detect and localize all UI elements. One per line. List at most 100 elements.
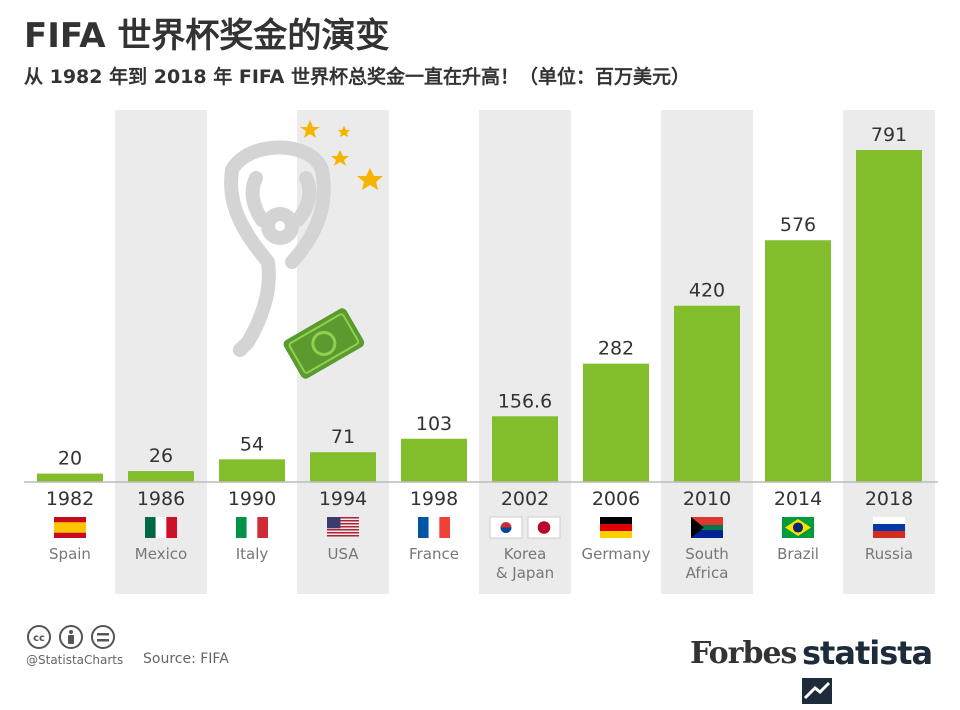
x-tick-label: 1994	[319, 488, 367, 510]
flag-part	[600, 531, 632, 538]
flag-part	[691, 517, 704, 538]
flag-br-icon	[782, 517, 814, 538]
flag-es-icon	[54, 517, 86, 538]
bar-value-label: 103	[416, 413, 452, 435]
x-tick-label: 1982	[46, 488, 94, 510]
bar-value-label: 420	[689, 280, 725, 302]
bar-value-label: 54	[240, 433, 264, 455]
cc-icon: cc	[27, 625, 51, 649]
flag-part	[327, 517, 359, 519]
money-icon	[283, 308, 365, 379]
footer-handle: @StatistaCharts	[26, 653, 124, 667]
country-label: Korea	[504, 545, 547, 563]
bar-1990	[219, 459, 285, 482]
flag-part	[691, 517, 723, 528]
bar-1994	[310, 452, 376, 482]
column-bands	[115, 110, 935, 594]
flag-part	[155, 517, 167, 538]
x-tick-label: 1990	[228, 488, 276, 510]
country-label: USA	[327, 545, 359, 563]
chart-title: FIFA 世界杯奖金的演变	[24, 16, 390, 56]
x-tick-label: 2006	[592, 488, 640, 510]
bar-2002	[492, 416, 558, 482]
svg-text:cc: cc	[33, 633, 45, 644]
x-tick-label: 2002	[501, 488, 549, 510]
x-tick-label: 2014	[774, 488, 822, 510]
country-label: Italy	[236, 545, 269, 563]
person-icon	[59, 625, 83, 649]
flag-part	[527, 516, 561, 539]
flag-part	[327, 529, 359, 531]
column-band	[479, 110, 571, 594]
bars-group: 20 26 54 71 103 156.6 282 420 576 791	[37, 124, 922, 482]
bar-1986	[128, 471, 194, 482]
column-band	[115, 110, 207, 594]
flag-ru-icon	[873, 517, 905, 538]
flag-fr-icon	[418, 517, 450, 538]
flag-part	[500, 527, 512, 533]
footer-source: Source: FIFA	[143, 651, 229, 667]
x-tick-label: 1998	[410, 488, 458, 510]
flag-part	[327, 520, 359, 522]
bar-2006	[583, 363, 649, 482]
flag-part	[327, 517, 341, 529]
flag-part	[537, 521, 551, 534]
flag-part	[600, 517, 632, 524]
flag-part	[489, 516, 523, 539]
flag-jp-icon	[527, 516, 561, 539]
bar-2010	[674, 305, 740, 482]
equals-icon	[91, 625, 115, 649]
flag-it-icon	[236, 517, 268, 538]
flag-part	[327, 523, 359, 525]
flag-mx-icon	[145, 517, 177, 538]
flag-part	[873, 517, 905, 524]
flag-part	[327, 526, 359, 528]
flag-part	[873, 531, 905, 538]
flag-part	[246, 517, 258, 538]
bar-2014	[765, 240, 831, 482]
bar-value-label: 20	[58, 448, 82, 470]
x-tick-label: 2018	[865, 488, 913, 510]
country-label: France	[409, 545, 459, 563]
flag-part	[873, 524, 905, 531]
flag-us-icon	[327, 517, 359, 537]
flag-part	[54, 522, 86, 533]
bar-value-label: 576	[780, 214, 816, 236]
flag-part	[236, 517, 247, 538]
country-label: Brazil	[777, 545, 819, 563]
flag-part	[691, 524, 723, 531]
flag-part	[166, 517, 177, 538]
x-tick-label: 1986	[137, 488, 185, 510]
bar-value-label: 26	[149, 445, 173, 467]
statista-logo-icon	[802, 678, 832, 704]
x-tick-label: 2010	[683, 488, 731, 510]
bar-value-label: 282	[598, 338, 634, 360]
flag-part	[145, 517, 156, 538]
bar-1982	[37, 473, 103, 482]
statista-wordmark: statista	[802, 634, 933, 672]
trophy-icon	[224, 140, 331, 357]
flag-part	[439, 517, 450, 538]
forbes-logo: Forbes	[690, 636, 797, 671]
statista-logo: statista	[802, 634, 960, 710]
flag-part	[600, 524, 632, 531]
flag-part	[792, 522, 804, 533]
country-label: Mexico	[135, 545, 187, 563]
bar-value-label: 71	[331, 426, 355, 448]
country-label: Spain	[49, 545, 91, 563]
country-label: South	[685, 545, 729, 563]
country-label: & Japan	[496, 564, 554, 582]
country-label: Germany	[582, 545, 651, 563]
flag-part	[327, 532, 359, 534]
flag-de-icon	[600, 517, 632, 538]
license-icons: cc	[27, 625, 115, 649]
flag-kr-icon	[489, 516, 523, 539]
bar-value-label: 791	[871, 124, 907, 146]
country-label: Africa	[686, 564, 729, 582]
bar-2018	[856, 150, 922, 482]
flag-part	[257, 517, 268, 538]
flag-part	[428, 517, 440, 538]
chart-subtitle: 从 1982 年到 2018 年 FIFA 世界杯总奖金一直在升高！（单位：百万…	[24, 66, 691, 88]
flag-part	[327, 535, 359, 537]
